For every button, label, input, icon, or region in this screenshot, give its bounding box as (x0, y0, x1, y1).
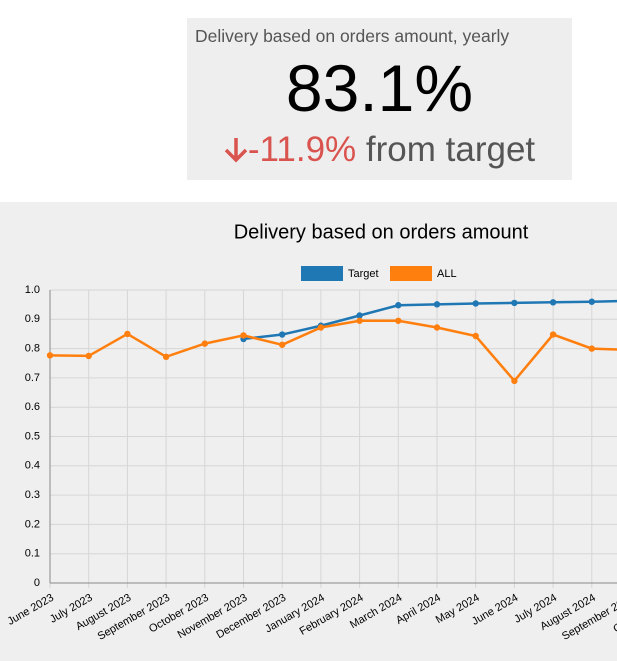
y-tick-label: 0.5 (25, 430, 40, 442)
y-tick-label: 0.6 (25, 401, 40, 413)
line-chart: Delivery based on orders amount 0 0.1 0.2 0… (0, 202, 617, 661)
data-point (511, 299, 518, 307)
legend-label: Target (348, 268, 379, 280)
legend-swatch (390, 266, 432, 281)
data-point (433, 301, 441, 308)
data-point (317, 324, 325, 331)
down-arrow-icon (224, 138, 248, 163)
legend-label: ALL (437, 268, 457, 280)
y-tick-label: 0.9 (25, 313, 40, 325)
kpi-card: Delivery based on orders amount, yearly … (187, 18, 572, 180)
data-point (433, 324, 441, 331)
y-tick-label: 0 (34, 577, 40, 589)
data-point (395, 302, 402, 309)
data-point (85, 352, 92, 360)
data-point (201, 340, 208, 347)
data-point (511, 377, 518, 385)
data-point (46, 352, 54, 359)
x-tick-label: June 2023 (5, 592, 56, 628)
data-point (124, 330, 131, 338)
y-tick-label: 0.2 (25, 518, 40, 530)
data-point (549, 299, 557, 306)
y-tick-label: 0.1 (25, 548, 40, 560)
data-point (588, 345, 595, 352)
y-tick-label: 0.3 (25, 489, 40, 501)
x-tick-label: April 2024 (394, 592, 443, 627)
data-point (279, 331, 286, 338)
y-tick-label: 0.8 (25, 343, 40, 355)
data-point (240, 332, 247, 339)
data-point (395, 317, 402, 324)
data-point (549, 331, 557, 338)
data-point (472, 300, 479, 307)
legend-swatch (301, 266, 343, 281)
data-point (356, 312, 363, 319)
data-point (588, 298, 595, 305)
kpi-suffix: from target (365, 130, 536, 169)
data-point (162, 353, 170, 361)
kpi-delta: -11.9% (247, 130, 357, 169)
kpi-delta-row: -11.9% from target (187, 130, 572, 170)
y-tick-label: 0.4 (25, 460, 40, 472)
y-tick-label: 1.0 (25, 284, 40, 296)
data-point (279, 341, 286, 348)
y-tick-label: 0.7 (25, 372, 40, 384)
data-point (356, 317, 363, 324)
kpi-title: Delivery based on orders amount, yearly (195, 26, 510, 46)
data-point (472, 332, 479, 340)
kpi-value: 83.1% (285, 51, 474, 125)
chart-title: Delivery based on orders amount (234, 221, 529, 243)
series-line (49, 319, 617, 383)
series-line (243, 299, 617, 341)
